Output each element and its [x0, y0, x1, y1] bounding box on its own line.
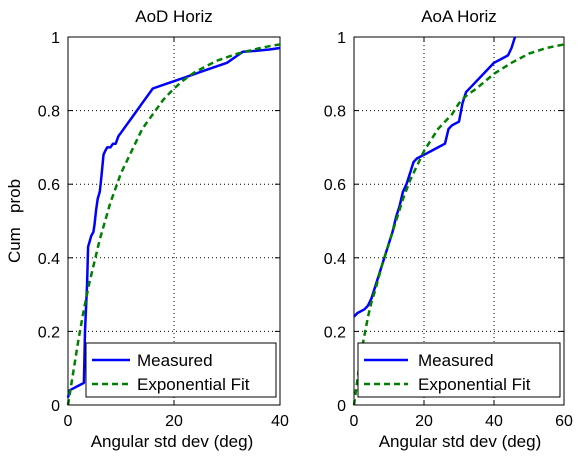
y-tick-label: 0.6 [38, 177, 60, 194]
y-tick-label: 0.2 [38, 324, 60, 341]
exponential-fit-series-line [352, 43, 565, 406]
measured-series-line [66, 46, 281, 398]
y-tick-label: 0.4 [38, 251, 60, 268]
y-tick-label: 1 [337, 30, 346, 47]
aod-panel: 0 20 40 0 0.2 0.4 0.6 0.8 1 AoD Horiz Angular st… [5, 7, 289, 451]
y-tick-label: 0 [337, 398, 346, 415]
legend-box [357, 342, 561, 398]
chart-title: AoD Horiz [135, 7, 212, 26]
y-tick-label: 0.6 [324, 177, 346, 194]
tick-group: 0 20 40 0 0.2 0.4 0.6 0.8 1 [38, 30, 289, 430]
legend-box [85, 342, 277, 398]
legend-label-measured: Measured [418, 351, 494, 370]
legend: Measured Exponential Fit [85, 342, 277, 398]
y-tick-label: 0.8 [324, 104, 346, 121]
measured-series-line [353, 36, 517, 318]
series-group [66, 43, 281, 406]
y-axis-label: Cum prob [5, 179, 24, 263]
x-tick-label: 0 [64, 413, 73, 430]
y-tick-label: 0 [51, 398, 60, 415]
legend-label-fit: Exponential Fit [137, 375, 250, 394]
y-tick-label: 0.2 [324, 324, 346, 341]
x-tick-label: 20 [415, 413, 433, 430]
legend-label-fit: Exponential Fit [418, 375, 531, 394]
x-tick-label: 0 [350, 413, 359, 430]
legend: Measured Exponential Fit [357, 342, 561, 398]
grid [354, 37, 564, 405]
aoa-panel: 0 20 40 60 0 0.2 0.4 0.6 0.8 1 AoA Horiz Angular … [324, 7, 573, 451]
x-tick-label: 60 [555, 413, 573, 430]
y-tick-label: 0.4 [324, 251, 346, 268]
exponential-fit-series-line [66, 43, 281, 406]
tick-group: 0 20 40 60 0 0.2 0.4 0.6 0.8 1 [324, 30, 573, 430]
grid [68, 37, 280, 405]
x-tick-label: 20 [165, 413, 183, 430]
chart-title: AoA Horiz [421, 7, 497, 26]
x-axis-label: Angular std dev (deg) [379, 432, 542, 451]
series-group [352, 36, 565, 406]
x-tick-label: 40 [485, 413, 503, 430]
x-tick-label: 40 [271, 413, 289, 430]
y-tick-label: 0.8 [38, 104, 60, 121]
legend-label-measured: Measured [137, 351, 213, 370]
x-axis-label: Angular std dev (deg) [91, 432, 254, 451]
y-tick-label: 1 [51, 30, 60, 47]
